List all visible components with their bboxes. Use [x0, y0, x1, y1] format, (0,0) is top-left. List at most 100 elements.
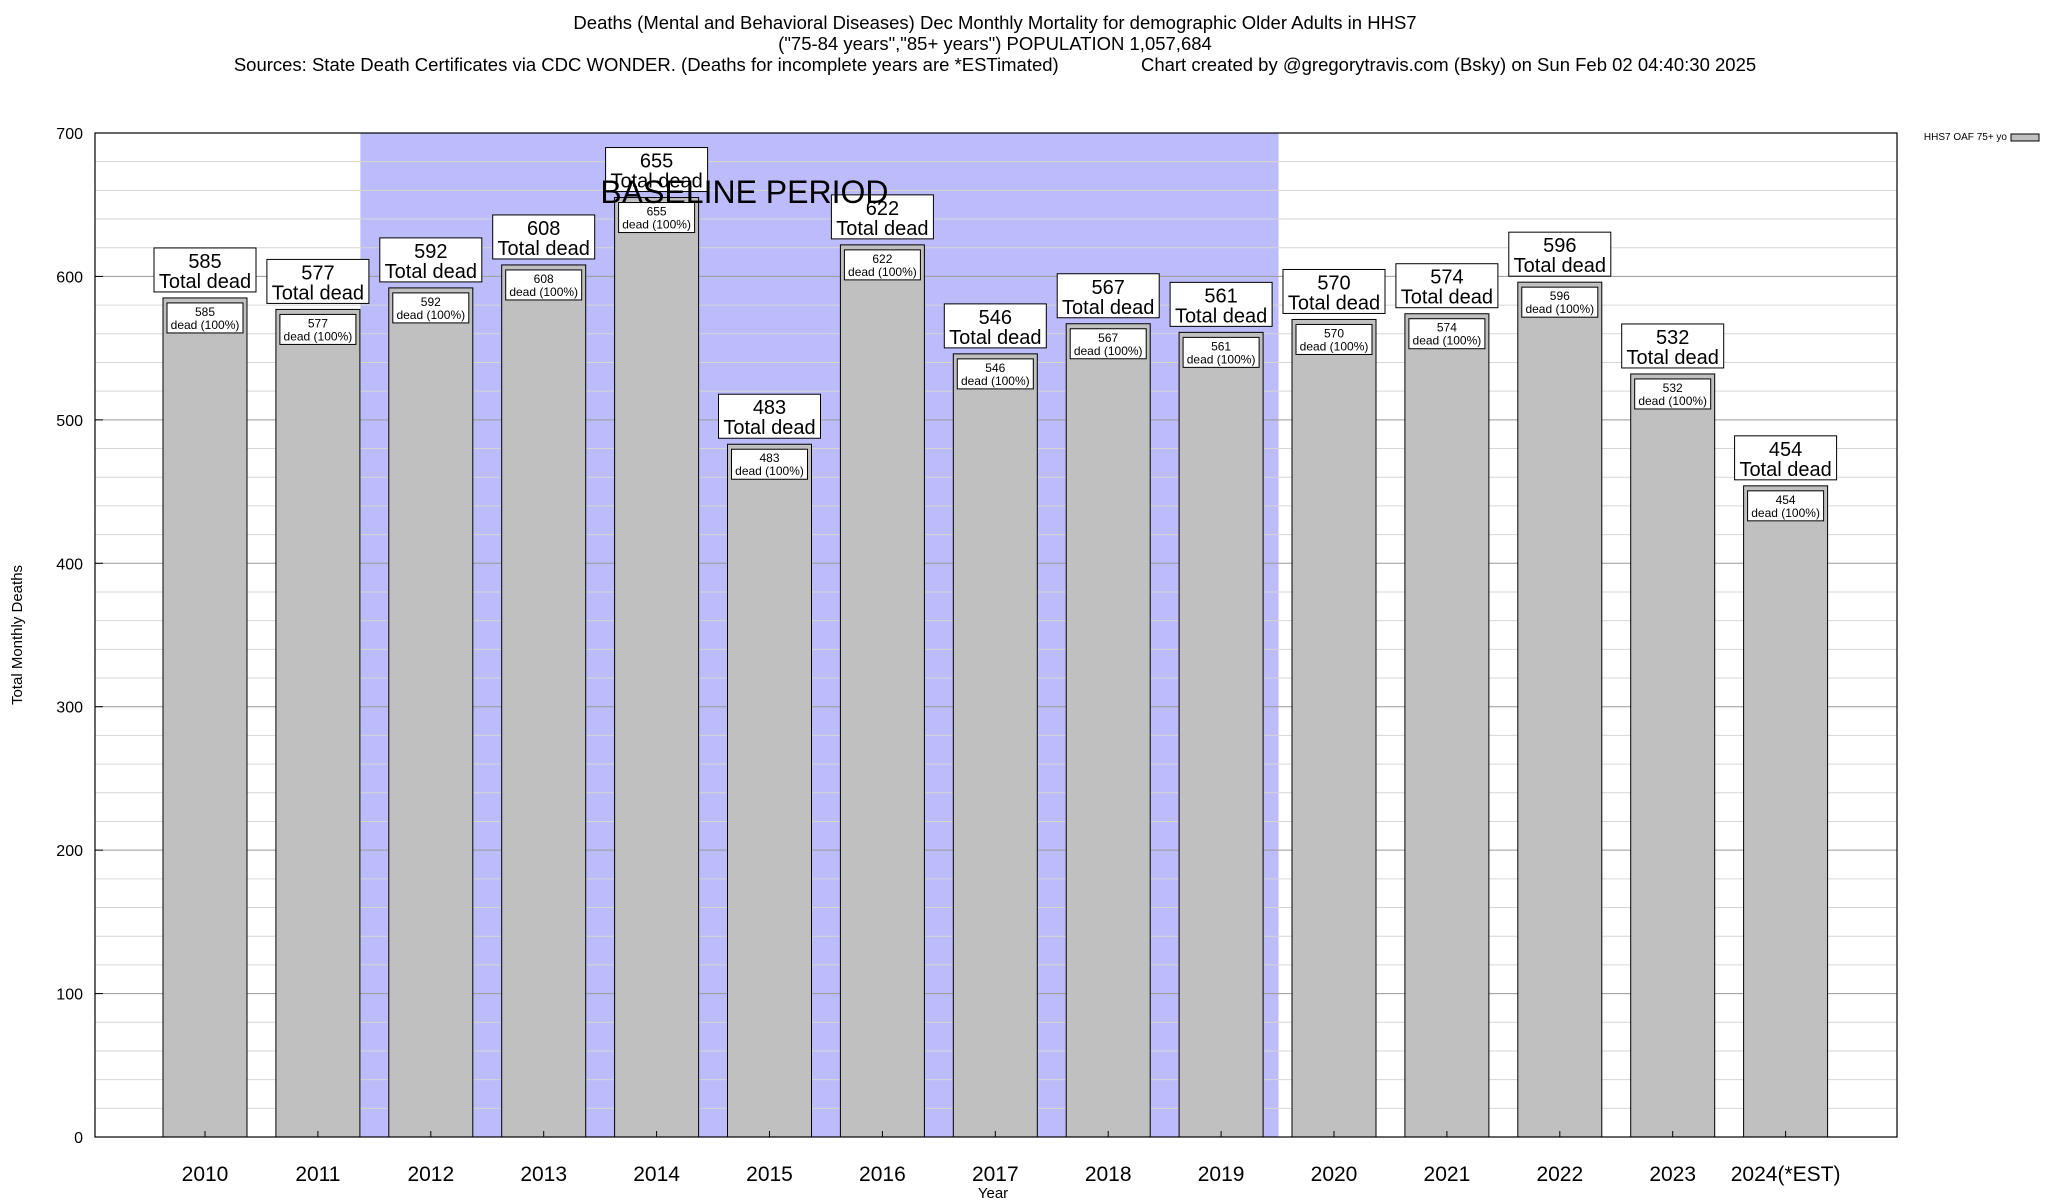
bar-total-label-box — [1056, 273, 1160, 319]
y-tick-label: 700 — [56, 126, 83, 143]
x-tick-label: 2017 — [972, 1163, 1019, 1186]
bar-total-text-label: Total dead — [159, 271, 251, 293]
bar-inner-label-box — [1069, 328, 1147, 360]
bar-total-text-label: Total dead — [610, 171, 702, 193]
bar — [1178, 331, 1264, 1138]
bar-total-value-label: 546 — [979, 307, 1012, 329]
x-tick-label: 2015 — [746, 1163, 793, 1186]
y-tick-label: 400 — [56, 556, 83, 573]
bar-inner-label-box — [1408, 318, 1486, 350]
bar-inner-value-label: 454 — [1776, 493, 1796, 507]
plot-frame — [94, 132, 1898, 1138]
bar-inner-value-label: 577 — [308, 316, 328, 330]
x-tick-label: 2022 — [1536, 1163, 1583, 1186]
x-tick-label: 2014 — [633, 1163, 680, 1186]
bar-total-text-label: Total dead — [1175, 305, 1267, 327]
bar-total-value-label: 592 — [414, 241, 447, 263]
x-tick-label: 2016 — [859, 1163, 906, 1186]
bar-total-label-box — [943, 303, 1047, 349]
bar-inner-label-box — [392, 292, 470, 324]
x-tick-label: 2011 — [295, 1163, 340, 1186]
bar-inner-label-box — [1747, 490, 1825, 522]
bar — [1517, 281, 1603, 1138]
bar-inner-value-label: 608 — [534, 272, 554, 286]
y-tick-label: 100 — [56, 987, 83, 1004]
bar-inner-value-label: 561 — [1211, 339, 1231, 353]
bar-total-value-label: 483 — [753, 397, 786, 419]
bar — [1291, 318, 1377, 1138]
bar-total-value-label: 454 — [1769, 439, 1802, 461]
x-tick-label: 2020 — [1311, 1163, 1358, 1186]
bar-inner-percent-label: dead (100%) — [509, 285, 578, 299]
bar-inner-value-label: 596 — [1550, 289, 1570, 303]
bar-inner-label-box — [1182, 336, 1260, 368]
y-axis-label: Total Monthly Deaths — [9, 565, 26, 705]
bar — [1065, 323, 1151, 1138]
x-tick-label: 2021 — [1424, 1163, 1471, 1186]
bar-total-label-box — [830, 194, 934, 240]
bar-total-label-box — [492, 214, 596, 260]
bar — [1404, 313, 1490, 1138]
bar-total-value-label: 574 — [1430, 267, 1463, 289]
bar-total-value-label: 577 — [301, 262, 334, 284]
bar-inner-label-box — [166, 302, 244, 334]
bar-inner-label-box — [279, 313, 357, 345]
bar-inner-value-label: 570 — [1324, 326, 1344, 340]
bar — [1743, 485, 1829, 1138]
bar-inner-value-label: 574 — [1437, 321, 1457, 335]
bar-total-label-box — [718, 393, 821, 439]
x-tick-label: 2013 — [520, 1163, 567, 1186]
bar-inner-value-label: 483 — [759, 451, 779, 465]
legend-swatch — [2010, 133, 2040, 142]
bar — [614, 197, 700, 1138]
bar-inner-label-box — [843, 249, 921, 281]
bar-total-text-label: Total dead — [1627, 347, 1719, 369]
bar-inner-percent-label: dead (100%) — [1638, 394, 1707, 408]
bar-inner-value-label: 592 — [421, 295, 441, 309]
y-tick-label: 200 — [56, 843, 83, 860]
bar-total-text-label: Total dead — [723, 417, 815, 439]
bar-inner-percent-label: dead (100%) — [961, 374, 1030, 388]
bar — [727, 443, 812, 1138]
y-tick-label: 600 — [56, 269, 83, 286]
bar-inner-percent-label: dead (100%) — [1074, 344, 1143, 358]
x-axis-label: Year — [978, 1185, 1008, 1200]
bar-inner-percent-label: dead (100%) — [735, 464, 804, 478]
bar — [839, 244, 925, 1138]
bar-total-label-box — [1734, 435, 1838, 481]
bar — [275, 308, 361, 1138]
bar-inner-label-box — [1521, 286, 1599, 318]
bar-total-text-label: Total dead — [498, 238, 590, 260]
bar-total-value-label: 596 — [1543, 235, 1576, 257]
bar-inner-percent-label: dead (100%) — [1413, 334, 1482, 348]
legend-entry-label: HHS7 OAF 75+ yo — [1924, 132, 2008, 143]
bar-total-label-box — [153, 247, 257, 293]
bar — [1630, 373, 1716, 1138]
bar-total-text-label: Total dead — [385, 261, 477, 283]
bar-total-text-label: Total dead — [272, 282, 364, 304]
bar-total-label-box — [266, 258, 370, 304]
chart-title: Deaths (Mental and Behavioral Diseases) … — [573, 12, 1417, 33]
bar-total-value-label: 570 — [1317, 272, 1350, 294]
bar-total-text-label: Total dead — [949, 327, 1041, 349]
bar-total-text-label: Total dead — [1062, 297, 1154, 319]
bar-total-text-label: Total dead — [1288, 292, 1380, 314]
bar-total-label-box — [379, 237, 483, 283]
bar-inner-percent-label: dead (100%) — [622, 218, 691, 232]
x-tick-label: 2019 — [1198, 1163, 1245, 1186]
bar-inner-percent-label: dead (100%) — [848, 265, 917, 279]
bar-total-text-label: Total dead — [1739, 459, 1831, 481]
bar-inner-percent-label: dead (100%) — [396, 308, 465, 322]
y-tick-label: 300 — [56, 700, 83, 717]
y-tick-label: 0 — [74, 1130, 83, 1147]
bar-total-text-label: Total dead — [836, 218, 928, 240]
bar-inner-percent-label: dead (100%) — [284, 329, 353, 343]
x-tick-label: 2024(*EST) — [1731, 1163, 1841, 1186]
bar-inner-label-box — [618, 202, 696, 234]
x-tick-label: 2012 — [407, 1163, 454, 1186]
bar-inner-label-box — [956, 358, 1034, 390]
bar-inner-value-label: 622 — [872, 252, 892, 266]
bar-total-value-label: 585 — [188, 251, 221, 273]
bar — [162, 297, 248, 1138]
